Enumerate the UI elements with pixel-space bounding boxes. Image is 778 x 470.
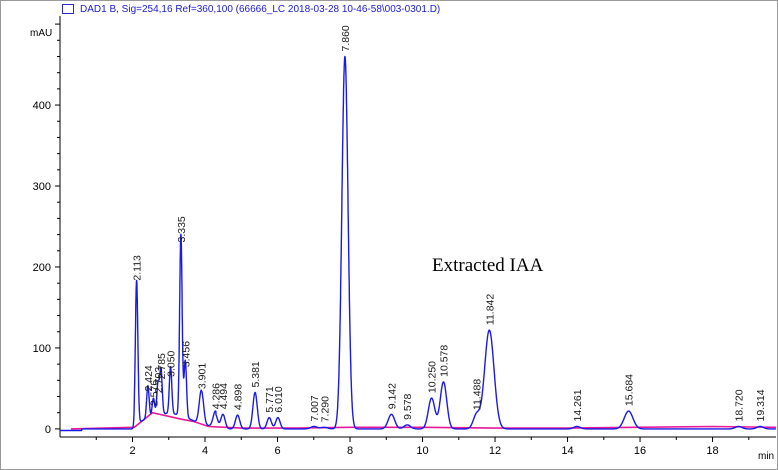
x-tick-label: 6: [274, 445, 280, 457]
peak-label: 9.142: [386, 383, 398, 409]
x-tick-label: 12: [489, 445, 501, 457]
peak-label: 11.488: [472, 379, 484, 410]
peak-label: 4.286: [210, 383, 222, 409]
signal-line: [59, 55, 777, 432]
peak-label: 10.578: [439, 345, 451, 377]
peak-label: 2.703: [153, 367, 165, 393]
annotation-text: Extracted IAA: [432, 255, 544, 276]
peak-label: 10.250: [427, 361, 439, 393]
x-tick-label: 2: [129, 445, 135, 457]
peak-label: 14.261: [572, 389, 584, 421]
peak-label: 5.381: [250, 361, 262, 387]
peak-label: 3.335: [176, 216, 188, 242]
y-tick-label: 200: [33, 262, 51, 274]
peak-label: 2.113: [132, 255, 144, 281]
peak-label: 6.010: [273, 386, 285, 412]
x-tick-label: 18: [706, 445, 718, 457]
baseline-line: [70, 411, 777, 430]
traces: [59, 55, 777, 432]
x-tick-label: 4: [202, 445, 208, 457]
legend: DAD1 B, Sig=254,16 Ref=360,100 (66666_LC…: [62, 2, 440, 16]
peak-label: 18.720: [734, 389, 746, 421]
y-tick-label: 400: [33, 100, 51, 112]
peak-label: 2.785: [156, 353, 168, 379]
y-tick-label: 0: [45, 424, 51, 436]
y-tick-label: 300: [33, 181, 51, 193]
peak-label: 7.290: [319, 396, 331, 422]
peak-label: 11.842: [484, 294, 496, 325]
x-tick-label: 8: [347, 445, 353, 457]
x-tick-label: 10: [416, 445, 428, 457]
peak-label: 15.684: [624, 374, 636, 406]
peak-label: 4.898: [233, 384, 245, 410]
peak-label: 7.007: [309, 395, 321, 421]
peak-label: 5.771: [264, 386, 276, 412]
peak-label: 9.578: [402, 393, 414, 419]
axes: 2 4 6 8 10 12 14 16 18 0 100 200 300 400: [33, 16, 776, 457]
x-axis-unit-label: min: [758, 451, 774, 462]
y-tick-label: 100: [33, 343, 51, 355]
peak-label: 2.576: [148, 380, 160, 406]
peak-label: 3.050: [166, 350, 178, 376]
y-axis-unit-label: mAU: [30, 28, 52, 39]
x-tick-label: 16: [634, 445, 646, 457]
legend-swatch-icon: [62, 4, 74, 14]
legend-label: DAD1 B, Sig=254,16 Ref=360,100 (66666_LC…: [80, 3, 441, 15]
peak-label: 19.314: [755, 389, 767, 421]
peak-label: 3.456: [180, 341, 192, 367]
peak-label: 3.901: [196, 363, 208, 389]
x-tick-label: 14: [561, 445, 573, 457]
peak-label: 4.494: [218, 383, 230, 409]
peak-label: 7.860: [340, 25, 352, 51]
peak-label: 2.424: [143, 365, 155, 391]
